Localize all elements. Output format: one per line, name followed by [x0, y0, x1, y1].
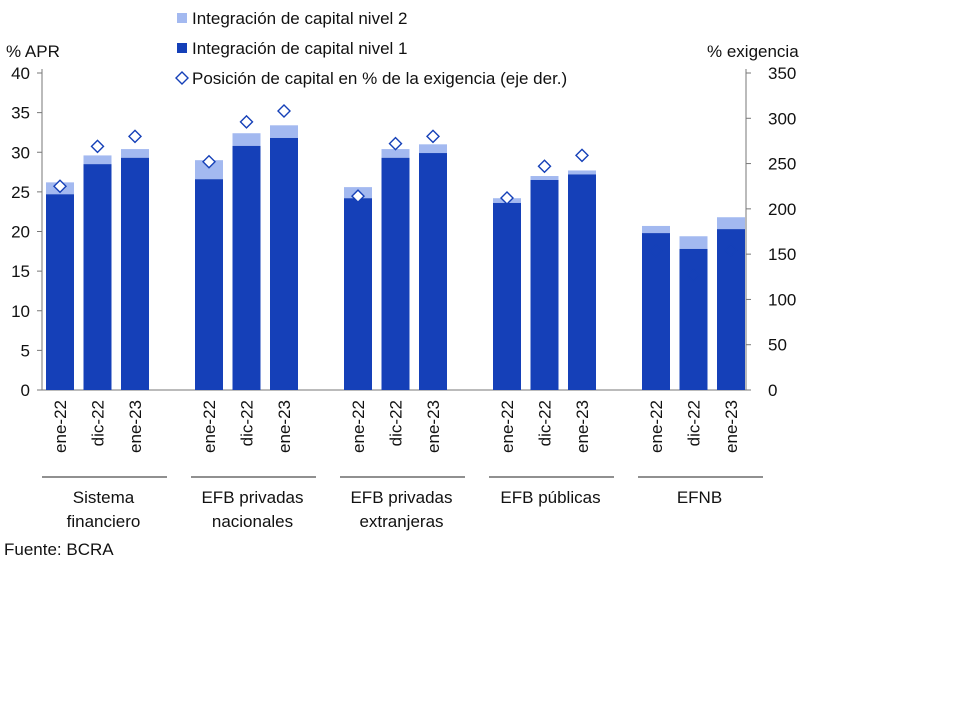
- marker-posicion: [53, 179, 67, 194]
- y-axis-right-title: % exigencia: [707, 42, 799, 61]
- group-label: EFB privadas: [201, 488, 303, 507]
- x-period-label: ene-23: [126, 400, 145, 453]
- y-left-tick-label: 25: [11, 183, 30, 202]
- bar-nivel2: [83, 155, 112, 165]
- x-period-label: ene-23: [275, 400, 294, 453]
- x-period-label: ene-22: [498, 400, 517, 453]
- bar-nivel1: [195, 179, 223, 390]
- y-right-tick-label: 150: [768, 245, 796, 264]
- marker-posicion: [351, 189, 365, 204]
- x-period-label: ene-23: [424, 400, 443, 453]
- y-right-tick-label: 200: [768, 200, 796, 219]
- bar-nivel2: [121, 149, 149, 158]
- labels-layer: 0 5 10 15 20 25 30 35 40 0 50 100 150 200 250 300 350 ene…: [11, 64, 796, 531]
- group-label: extranjeras: [359, 512, 443, 531]
- x-period-label: ene-22: [200, 400, 219, 453]
- group-label: EFNB: [677, 488, 722, 507]
- y-left-tick-label: 40: [11, 64, 30, 83]
- group-label: EFB públicas: [500, 488, 600, 507]
- bar-nivel1: [419, 153, 447, 390]
- y-left-tick-label: 35: [11, 104, 30, 123]
- group-label: EFB privadas: [350, 488, 452, 507]
- bar-nivel2: [568, 170, 596, 175]
- y-left-tick-label: 30: [11, 143, 30, 162]
- marker-posicion: [277, 104, 291, 119]
- bar-nivel2: [717, 217, 745, 230]
- marker-posicion: [388, 136, 403, 151]
- group-label: nacionales: [212, 512, 293, 531]
- bar-nivel1: [232, 145, 261, 390]
- bar-nivel1: [121, 157, 149, 390]
- x-period-label: ene-22: [51, 400, 70, 453]
- bar-nivel1: [344, 198, 372, 390]
- bar-nivel2: [530, 176, 559, 180]
- marker-posicion: [128, 129, 142, 144]
- marker-posicion: [239, 114, 254, 129]
- y-right-tick-label: 350: [768, 64, 796, 83]
- legend-label: Integración de capital nivel 1: [192, 39, 407, 58]
- x-period-label: ene-22: [349, 400, 368, 453]
- y-left-tick-label: 10: [11, 302, 30, 321]
- markers-layer: [53, 104, 738, 283]
- x-period-label: ene-22: [647, 400, 666, 453]
- legend-label: Integración de capital nivel 2: [192, 9, 407, 28]
- bars-layer: [46, 125, 745, 390]
- legend-swatch: [177, 13, 187, 23]
- y-left-tick-label: 5: [21, 341, 30, 360]
- y-right-tick-label: 0: [768, 381, 777, 400]
- marker-posicion: [575, 148, 589, 163]
- bar-nivel1: [270, 137, 298, 390]
- bar-nivel1: [642, 233, 670, 390]
- y-right-tick-label: 50: [768, 336, 787, 355]
- legend: Integración de capital nivel 2 Integració…: [175, 9, 567, 88]
- bar-nivel2: [679, 236, 708, 249]
- group-label: financiero: [67, 512, 141, 531]
- y-left-tick-label: 20: [11, 223, 30, 242]
- bar-nivel1: [381, 157, 410, 390]
- bar-nivel1: [493, 202, 521, 390]
- y-left-tick-label: 15: [11, 262, 30, 281]
- x-period-label: dic-22: [536, 400, 555, 446]
- y-right-tick-label: 250: [768, 155, 796, 174]
- x-period-label: dic-22: [89, 400, 108, 446]
- x-period-label: dic-22: [685, 400, 704, 446]
- source-note: Fuente: BCRA: [4, 540, 114, 559]
- bar-nivel2: [419, 144, 447, 154]
- bar-nivel1: [83, 164, 112, 390]
- marker-posicion: [90, 139, 105, 154]
- bar-nivel1: [530, 179, 559, 390]
- y-right-tick-label: 300: [768, 109, 796, 128]
- legend-label: Posición de capital en % de la exigencia…: [192, 69, 567, 88]
- bar-nivel1: [46, 194, 74, 390]
- x-period-label: dic-22: [387, 400, 406, 446]
- x-period-label: ene-23: [722, 400, 741, 453]
- marker-posicion: [724, 242, 738, 257]
- marker-posicion: [500, 190, 514, 205]
- bar-nivel2: [270, 125, 298, 138]
- bar-nivel2: [642, 225, 670, 234]
- legend-swatch: [177, 43, 187, 53]
- y-right-tick-label: 100: [768, 290, 796, 309]
- x-period-label: ene-23: [573, 400, 592, 453]
- marker-posicion: [202, 154, 216, 169]
- bar-nivel1: [568, 174, 596, 390]
- bar-nivel2: [195, 160, 223, 180]
- x-period-label: dic-22: [238, 400, 257, 446]
- y-left-tick-label: 0: [21, 381, 30, 400]
- bar-nivel2: [381, 149, 410, 158]
- y-axis-left-title: % APR: [6, 42, 60, 61]
- marker-posicion: [426, 129, 440, 144]
- marker-posicion: [686, 268, 701, 283]
- marker-posicion: [537, 159, 552, 174]
- legend-swatch: [175, 71, 189, 85]
- bar-nivel2: [232, 133, 261, 146]
- group-label: Sistema: [73, 488, 135, 507]
- marker-posicion: [649, 244, 663, 259]
